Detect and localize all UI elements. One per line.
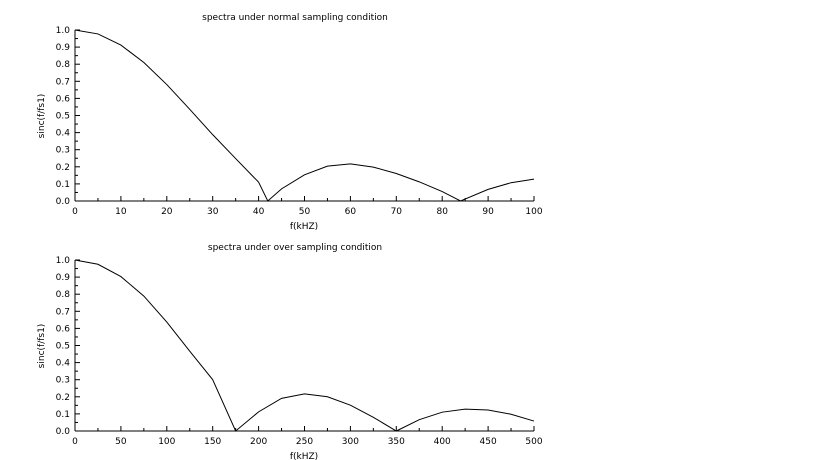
plot-area <box>74 29 535 202</box>
y-tick-label: 0.9 <box>56 273 71 283</box>
chart-over-sampling: spectra under over sampling condition 0.… <box>37 243 543 460</box>
y-tick-label: 1.0 <box>56 26 71 36</box>
y-tick-label: 0.4 <box>56 359 71 369</box>
y-tick-label: 0.6 <box>56 324 71 334</box>
y-axis: 0.0 0.1 0.2 0.3 0.4 0.5 0.6 0.7 0.8 0.9 1.0 <box>56 26 80 207</box>
y-tick-label: 0.2 <box>56 163 70 173</box>
y-tick-label: 0.6 <box>56 94 71 104</box>
y-tick-label: 1.0 <box>56 256 71 266</box>
x-tick-label: 70 <box>391 207 403 217</box>
x-tick-label: 0 <box>72 437 78 447</box>
y-tick-label: 0.5 <box>56 112 70 122</box>
x-tick-label: 50 <box>299 207 311 217</box>
x-tick-label: 60 <box>345 207 357 217</box>
series-line <box>74 259 535 432</box>
x-tick-label: 100 <box>158 437 175 447</box>
x-tick-label: 30 <box>207 207 219 217</box>
y-tick-label: 0.1 <box>56 180 70 190</box>
x-tick-label: 200 <box>250 437 267 447</box>
x-tick-label: 450 <box>480 437 497 447</box>
x-tick-label: 50 <box>115 437 127 447</box>
y-tick-label: 0.8 <box>56 60 71 70</box>
y-tick-label: 0.9 <box>56 43 71 53</box>
y-tick-label: 0.4 <box>56 129 71 139</box>
y-tick-label: 0.8 <box>56 290 71 300</box>
y-tick-label: 0.1 <box>56 410 70 420</box>
y-axis: 0.0 0.1 0.2 0.3 0.4 0.5 0.6 0.7 0.8 0.9 1.0 <box>56 256 80 437</box>
series-line <box>74 29 535 202</box>
y-tick-label: 0.3 <box>56 146 70 156</box>
plot-area <box>74 259 535 432</box>
y-tick-label: 0.5 <box>56 342 70 352</box>
x-tick-label: 150 <box>204 437 221 447</box>
x-axis: 0 10 20 30 40 50 60 70 80 90 100 <box>72 196 543 217</box>
y-tick-label: 0.7 <box>56 77 70 87</box>
x-tick-label: 90 <box>482 207 494 217</box>
y-tick-label: 0.0 <box>56 197 71 207</box>
x-tick-label: 20 <box>161 207 173 217</box>
y-tick-label: 0.2 <box>56 393 70 403</box>
x-tick-label: 500 <box>525 437 542 447</box>
x-tick-label: 350 <box>388 437 405 447</box>
chart-title: spectra under over sampling condition <box>208 243 382 253</box>
y-axis-label: sinc(f/fs1) <box>37 94 47 139</box>
x-axis-label: f(kHZ) <box>290 222 318 232</box>
x-tick-label: 40 <box>253 207 265 217</box>
y-tick-label: 0.3 <box>56 376 70 386</box>
y-tick-label: 0.7 <box>56 307 70 317</box>
x-tick-label: 400 <box>434 437 451 447</box>
x-axis: 0 50 100 150 200 250 300 350 400 450 500 <box>72 426 543 447</box>
y-axis-label: sinc(f/fs1) <box>37 324 47 369</box>
y-tick-label: 0.0 <box>56 427 71 437</box>
x-tick-label: 10 <box>115 207 127 217</box>
chart-title: spectra under normal sampling condition <box>202 13 388 23</box>
x-tick-label: 80 <box>436 207 448 217</box>
x-tick-label: 0 <box>72 207 78 217</box>
x-tick-label: 100 <box>525 207 542 217</box>
chart-normal-sampling: spectra under normal sampling condition … <box>37 13 543 232</box>
x-tick-label: 300 <box>342 437 359 447</box>
x-tick-label: 250 <box>296 437 313 447</box>
x-axis-label: f(kHZ) <box>290 452 318 460</box>
